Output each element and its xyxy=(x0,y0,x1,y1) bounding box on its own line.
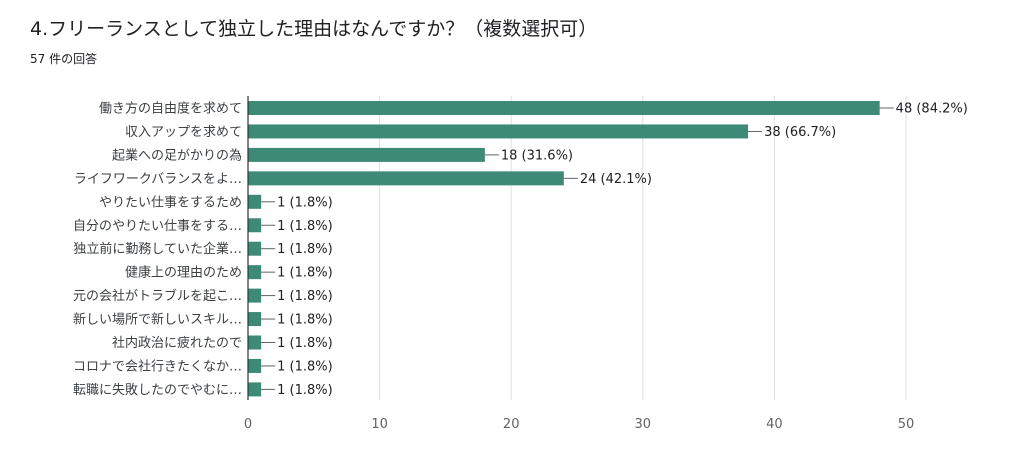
value-label: 38 (66.7%) xyxy=(764,125,836,140)
value-label: 48 (84.2%) xyxy=(896,102,968,117)
value-label: 1 (1.8%) xyxy=(277,242,333,257)
bar xyxy=(248,335,262,350)
bar xyxy=(248,382,262,397)
value-label: 1 (1.8%) xyxy=(277,383,333,398)
value-label: 1 (1.8%) xyxy=(277,266,333,281)
value-label: 24 (42.1%) xyxy=(580,172,652,187)
category-label: 新しい場所で新しいスキル… xyxy=(73,312,242,328)
bar xyxy=(248,124,749,139)
category-label: 社内政治に疲れたので xyxy=(112,335,242,351)
value-label: 1 (1.8%) xyxy=(277,289,333,304)
category-label: 転職に失敗したのでやむに… xyxy=(73,383,242,398)
response-count: 57 件の回答 xyxy=(30,52,98,66)
category-label: やりたい仕事をするため xyxy=(99,195,242,210)
bar xyxy=(248,288,262,303)
bar xyxy=(248,312,262,327)
x-tick-label: 20 xyxy=(503,417,520,432)
value-label: 1 (1.8%) xyxy=(277,336,333,351)
x-tick-label: 10 xyxy=(371,417,388,432)
category-label: ライフワークバランスをよ… xyxy=(74,172,242,187)
bar xyxy=(248,147,485,162)
bar xyxy=(248,194,262,209)
category-label: 働き方の自由度を求めて xyxy=(99,101,242,117)
bar xyxy=(248,218,262,233)
x-tick-label: 50 xyxy=(898,417,915,432)
category-label: 起業への足がかりの為 xyxy=(112,147,242,163)
category-label: 独立前に勤務していた企業… xyxy=(73,241,242,257)
value-label: 1 (1.8%) xyxy=(277,359,333,374)
category-label: 収入アップを求めて xyxy=(125,125,242,140)
x-tick-label: 0 xyxy=(244,417,252,432)
bar xyxy=(248,241,262,256)
category-label: 元の会社がトラブルを起こ… xyxy=(73,288,242,304)
value-label: 1 (1.8%) xyxy=(277,195,333,210)
chart-title: 4.フリーランスとして独立した理由はなんですか？（複数選択可） xyxy=(30,18,598,40)
x-tick-label: 30 xyxy=(635,417,652,432)
bar xyxy=(248,358,262,373)
category-label: 健康上の理由のため xyxy=(125,265,242,281)
bar xyxy=(248,101,880,115)
value-label: 1 (1.8%) xyxy=(277,219,333,234)
category-label: コロナで会社行きたくなか… xyxy=(73,358,242,374)
x-tick-label: 40 xyxy=(766,417,783,432)
category-label: 自分のやりたい仕事をする… xyxy=(73,219,242,234)
value-label: 18 (31.6%) xyxy=(501,148,573,163)
value-label: 1 (1.8%) xyxy=(277,313,333,328)
bar xyxy=(248,265,262,280)
bar xyxy=(248,171,564,186)
